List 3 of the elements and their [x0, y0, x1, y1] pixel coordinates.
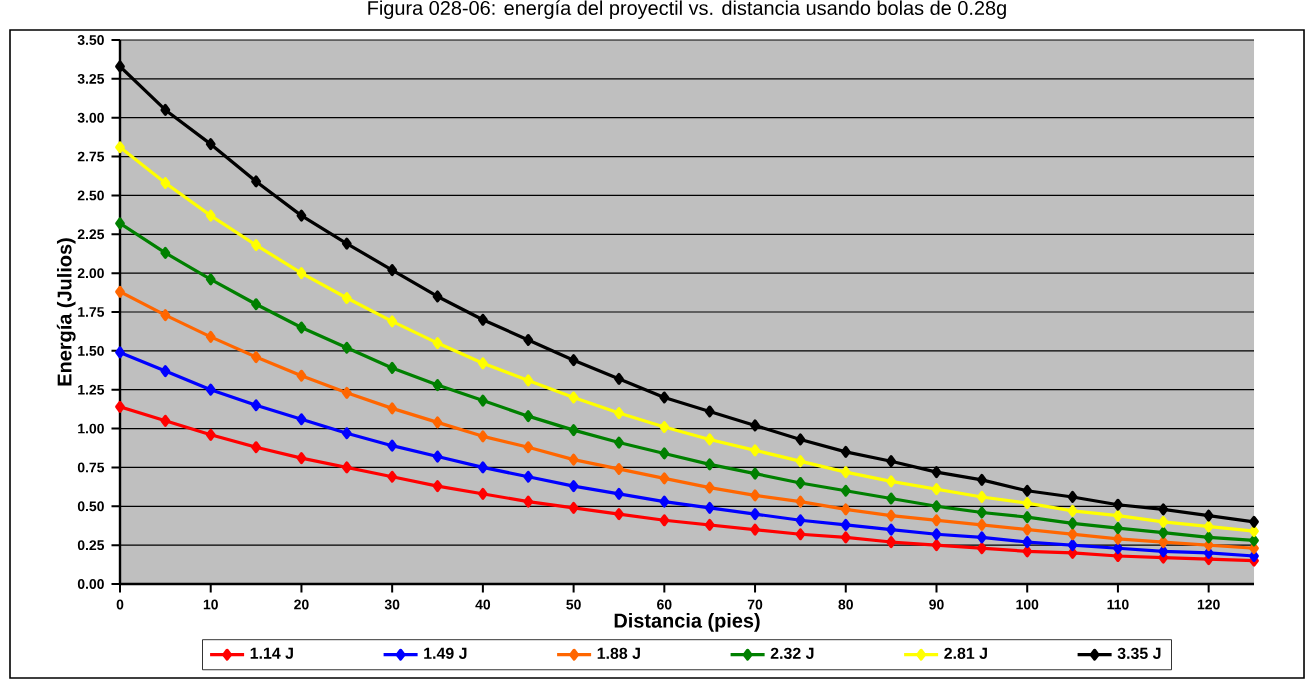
y-axis-title: Energía (Julios) — [56, 238, 76, 386]
chart-title: Figura 028-06: energía del proyectil vs. distancia usando bolas de 0.28g — [368, 0, 1006, 19]
x-axis-title: Distancia (pies) — [614, 613, 760, 632]
